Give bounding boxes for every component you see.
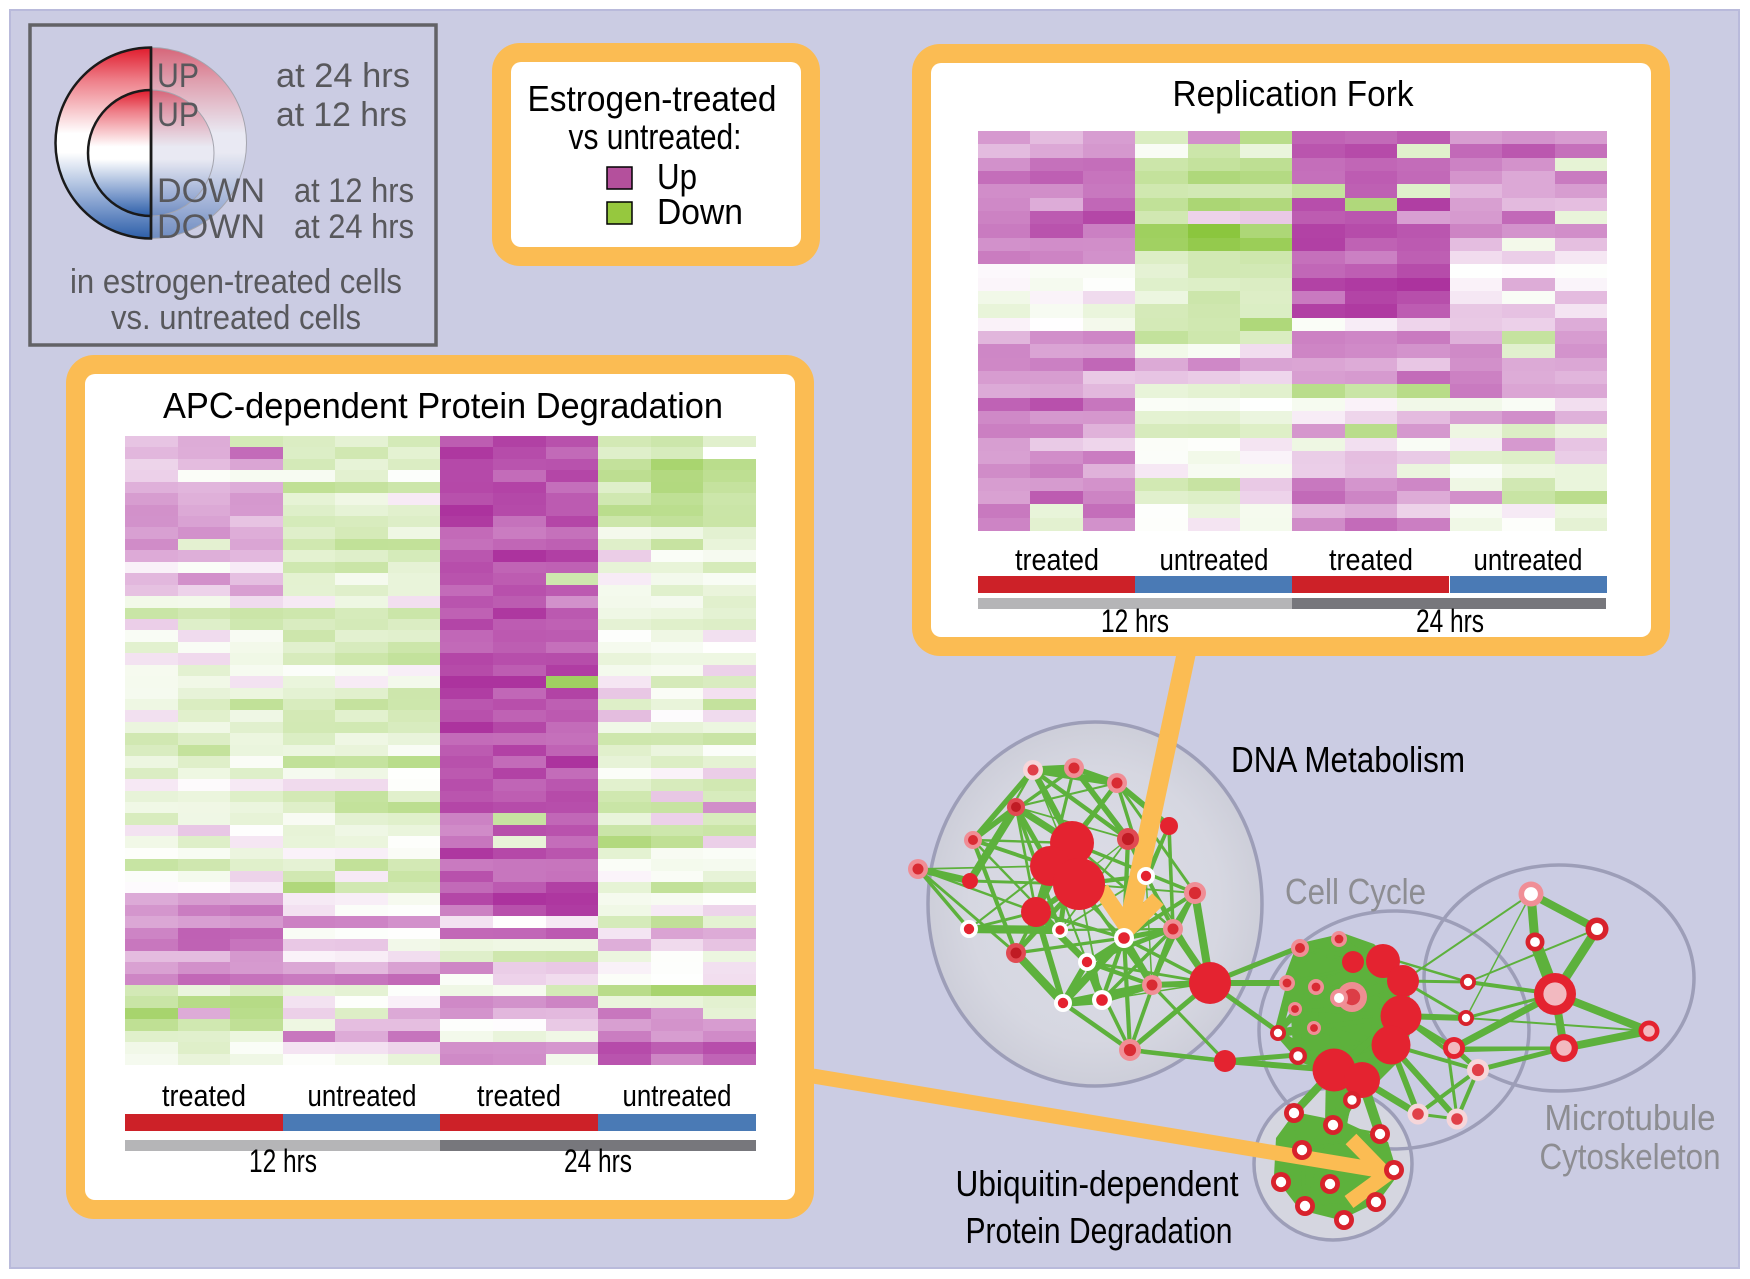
svg-text:untreated: untreated [623,1078,732,1113]
svg-text:Replication Fork: Replication Fork [1173,73,1415,114]
svg-text:treated: treated [1329,542,1413,577]
svg-text:24 hrs: 24 hrs [1416,603,1484,639]
svg-text:at 24 hrs: at 24 hrs [276,57,410,95]
svg-text:Protein Degradation: Protein Degradation [966,1210,1233,1251]
svg-text:at 12 hrs: at 12 hrs [294,172,414,210]
svg-text:treated: treated [1015,542,1099,577]
svg-text:12 hrs: 12 hrs [249,1143,317,1179]
svg-text:untreated: untreated [1160,542,1269,577]
svg-text:12 hrs: 12 hrs [1101,603,1169,639]
svg-text:UP: UP [157,57,199,95]
svg-text:Down: Down [657,191,743,232]
svg-text:Estrogen-treated: Estrogen-treated [528,78,777,119]
svg-text:DOWN: DOWN [157,172,265,210]
svg-text:DOWN: DOWN [157,208,265,246]
svg-text:24 hrs: 24 hrs [564,1143,632,1179]
svg-text:Cytoskeleton: Cytoskeleton [1540,1136,1721,1177]
svg-text:APC-dependent Protein Degradat: APC-dependent Protein Degradation [163,385,723,426]
svg-text:at 24 hrs: at 24 hrs [294,208,414,246]
svg-text:in estrogen-treated cells: in estrogen-treated cells [70,263,402,301]
svg-text:treated: treated [162,1078,246,1113]
svg-text:DNA Metabolism: DNA Metabolism [1231,739,1465,780]
svg-text:untreated: untreated [1474,542,1583,577]
svg-text:vs untreated:: vs untreated: [569,116,742,157]
svg-text:UP: UP [157,96,199,134]
svg-text:treated: treated [477,1078,561,1113]
svg-text:Ubiquitin-dependent: Ubiquitin-dependent [956,1163,1239,1204]
svg-text:untreated: untreated [308,1078,417,1113]
svg-text:Microtubule: Microtubule [1545,1097,1716,1138]
svg-text:Cell Cycle: Cell Cycle [1285,871,1426,912]
svg-text:vs. untreated cells: vs. untreated cells [111,299,361,337]
svg-text:Up: Up [657,156,697,197]
svg-text:at 12 hrs: at 12 hrs [276,96,407,134]
